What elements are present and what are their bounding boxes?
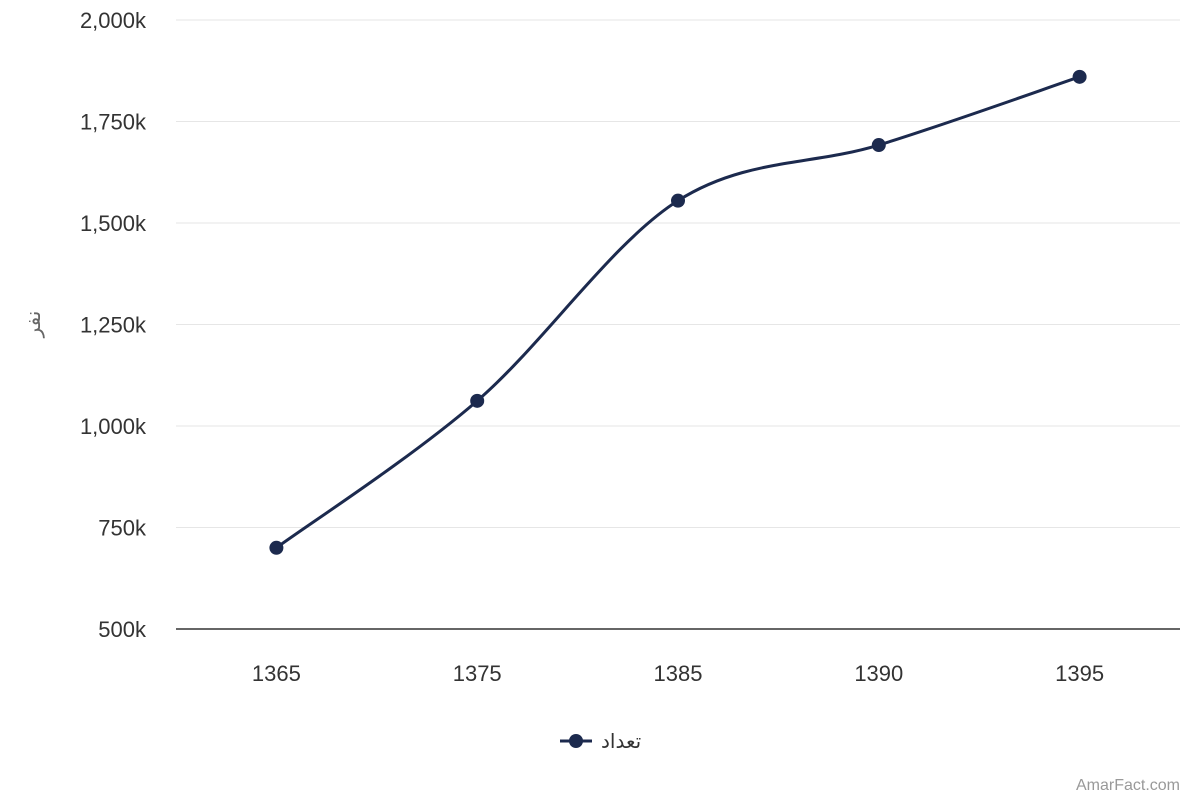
legend-item-label: تعداد bbox=[601, 729, 641, 753]
data-point bbox=[871, 138, 886, 153]
data-point bbox=[1072, 69, 1087, 84]
credit-text[interactable]: AmarFact.com bbox=[1076, 777, 1180, 794]
y-tick-label: 1,500k bbox=[80, 211, 147, 236]
data-point bbox=[470, 393, 485, 408]
data-point bbox=[269, 540, 284, 555]
legend[interactable]: تعداد bbox=[560, 729, 641, 753]
x-tick-label: 1365 bbox=[252, 661, 301, 686]
x-axis-tick-labels: 1365 1375 1385 1390 1395 bbox=[252, 661, 1104, 686]
x-tick-label: 1375 bbox=[453, 661, 502, 686]
y-axis-label: نفر bbox=[21, 311, 45, 339]
y-tick-label: 500k bbox=[98, 617, 147, 642]
y-tick-label: 750k bbox=[98, 516, 147, 541]
grid-lines bbox=[176, 19, 1180, 528]
y-tick-label: 1,750k bbox=[80, 110, 147, 135]
series-line bbox=[275, 75, 1081, 550]
y-tick-label: 1,000k bbox=[80, 414, 147, 439]
x-tick-label: 1390 bbox=[854, 661, 903, 686]
series-layer bbox=[269, 69, 1087, 555]
y-tick-label: 2,000k bbox=[80, 8, 147, 33]
x-tick-label: 1385 bbox=[654, 661, 703, 686]
x-tick-label: 1395 bbox=[1055, 661, 1104, 686]
y-tick-label: 1,250k bbox=[80, 313, 147, 338]
legend-marker bbox=[569, 734, 583, 748]
data-point bbox=[671, 193, 685, 208]
y-axis-tick-labels: 500k 750k 1,000k 1,250k 1,500k 1,750k 2,000k bbox=[80, 8, 147, 642]
